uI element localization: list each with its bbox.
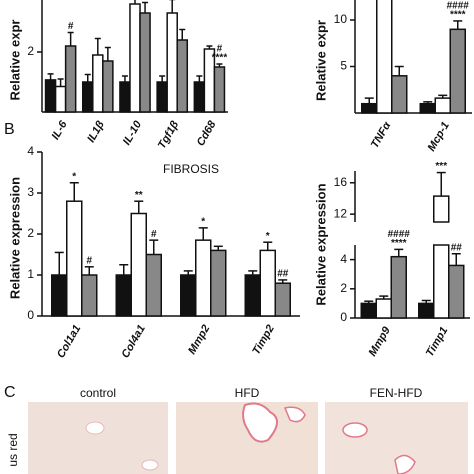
bar [64,45,77,113]
bar [391,75,408,114]
image-label: HFD [235,386,260,400]
bar [418,302,435,319]
bar [66,200,83,317]
stain-label: us red [6,433,20,466]
y-axis-label: Relative expression [7,177,22,299]
significance-label: # [68,21,74,32]
bar [210,249,227,317]
y-tick-label: 2 [340,281,347,295]
x-tick-label: Col4a1 [119,323,147,360]
bar [449,28,466,114]
y-tick-label: 0 [340,310,347,324]
y-tick-label: 5 [340,59,347,73]
vessel [85,421,105,435]
significance-label: **** [450,10,466,21]
y-tick-label: 4 [340,252,347,266]
vessel [141,459,159,471]
y-tick-label: 2 [27,226,34,240]
histology-images [28,402,468,474]
bar [244,274,261,317]
bar [433,244,450,319]
significance-label: # [151,229,157,240]
vessel [242,402,278,443]
significance-label: ## [451,242,463,253]
x-tick-label: Cd68 [195,118,219,148]
bar [54,85,67,113]
panel-label: C [4,384,16,401]
bar [115,274,132,317]
bar [102,60,114,113]
significance-label: * [266,231,270,242]
x-tick-label: Mcp-1 [426,120,452,154]
x-tick-label: Mmp2 [186,323,212,357]
y-tick-label: 10 [334,12,348,26]
image-label: control [80,386,116,400]
bar [195,239,212,317]
x-tick-label: Tgf1β [156,119,182,151]
x-tick-label: Mmp9 [367,324,394,358]
x-tick-label: IL-10 [121,118,145,147]
panel-label: B [4,121,15,138]
bar [129,3,141,113]
x-tick-label: Col1a1 [55,323,83,360]
significance-label: #### [447,1,470,12]
bar [176,39,189,113]
bar [361,102,378,114]
bar [44,79,57,113]
significance-label: ## [277,269,289,280]
y-axis-label: Relative expr [7,20,22,101]
bar [81,81,94,113]
y-axis-label: Relative expression [313,183,328,305]
y-tick-label: 12 [334,206,348,220]
bar [92,54,104,113]
significance-label: # [217,44,223,55]
bar [419,102,436,114]
bar [51,274,68,317]
y-tick-label: 3 [27,185,34,199]
image-label: FEN-HFD [370,386,423,400]
x-tick-label: IL-6 [50,118,71,142]
bar [360,302,377,319]
bar [434,97,451,114]
bar [130,212,147,317]
bar [433,195,450,223]
significance-label: * [72,171,76,182]
bar [448,264,465,319]
bar [145,253,162,317]
bar [81,274,98,317]
significance-label: ** [135,190,143,201]
significance-label: *** [435,161,447,172]
bar [259,249,276,317]
bar [180,274,197,317]
x-tick-label: Timp1 [424,325,450,359]
bar [274,282,291,317]
bar [119,81,131,113]
y-tick-label: 16 [334,175,348,189]
bar [166,12,178,113]
y-tick-label: 2 [27,44,34,58]
significance-label: **** [212,53,228,64]
significance-label: #### [388,229,411,240]
bar [390,255,407,319]
vessel [342,422,368,438]
bar [193,81,206,113]
x-tick-label: IL1β [85,119,107,145]
bar [156,81,168,113]
bar [139,12,151,113]
x-tick-label: Timp2 [250,323,276,357]
bar [376,0,393,114]
bar [375,298,392,319]
y-tick-label: 4 [27,144,34,158]
vessel [283,406,306,423]
x-tick-label: TNFα [369,119,394,150]
y-axis-label: Relative expr [313,20,328,101]
chart-title: FIBROSIS [163,162,219,176]
significance-label: * [201,216,205,227]
bar [213,66,226,113]
significance-label: # [86,255,92,266]
y-tick-label: 1 [27,267,34,281]
y-tick-label: 0 [27,308,34,322]
significance-label: **** [391,238,407,249]
